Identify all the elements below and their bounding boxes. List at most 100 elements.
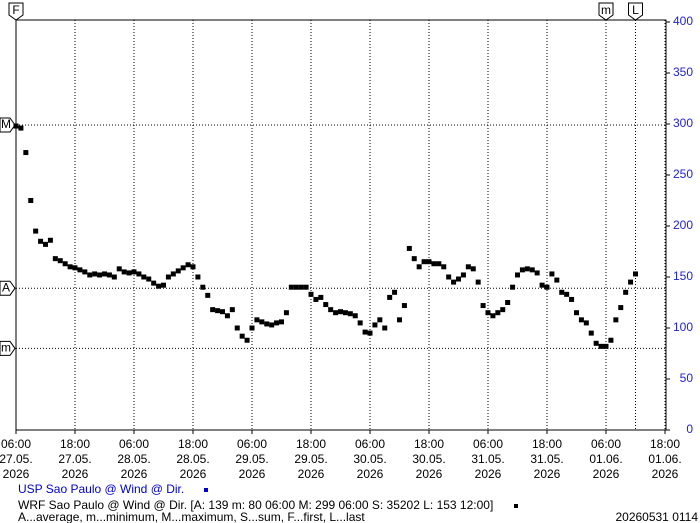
point <box>279 319 284 325</box>
point <box>352 313 358 319</box>
time-marker-tag <box>628 2 643 21</box>
plot-frame <box>15 19 667 431</box>
point <box>510 284 516 290</box>
y-tick-label: 300 <box>673 116 693 130</box>
stamp: 20260531 0114 <box>615 510 698 523</box>
point <box>33 228 39 234</box>
point <box>505 300 511 305</box>
point <box>613 317 619 323</box>
point <box>338 309 343 315</box>
x-tick-label: 2026 <box>62 467 89 481</box>
point <box>259 319 265 325</box>
x-tick-label: 2026 <box>121 467 148 481</box>
x-tick-label: 27.05. <box>58 452 91 466</box>
point <box>151 280 157 286</box>
x-tick-label: 2026 <box>593 467 620 481</box>
time-marker-label: F <box>12 3 19 17</box>
point <box>342 310 348 316</box>
point <box>38 238 44 244</box>
point <box>185 262 191 268</box>
point <box>515 272 520 278</box>
point <box>524 266 530 272</box>
point <box>549 271 555 277</box>
x-tick-label: 29.05. <box>235 452 268 466</box>
point <box>564 291 570 297</box>
y-tick-label: 250 <box>673 167 693 181</box>
point <box>397 317 402 323</box>
point <box>328 307 334 313</box>
point <box>161 282 166 288</box>
point <box>608 337 614 343</box>
reference-label: M <box>1 117 11 131</box>
point <box>111 274 117 280</box>
y-tick-label: 50 <box>680 371 694 385</box>
legend-swatch <box>204 488 208 492</box>
point <box>387 294 393 300</box>
point <box>254 317 260 323</box>
point <box>559 289 565 295</box>
point <box>146 276 152 282</box>
legend-text: WRF Sao Paulo @ Wind @ Dir. [A: 139 m: 8… <box>18 498 493 512</box>
time-marker-label: L <box>632 3 639 17</box>
point <box>382 325 388 331</box>
point <box>333 310 339 316</box>
point <box>47 237 53 243</box>
legend-swatch <box>514 504 518 508</box>
x-tick-label: 06:00 <box>1 437 31 451</box>
x-tick-label: 30.05. <box>412 452 445 466</box>
point <box>13 123 19 129</box>
point <box>628 279 634 285</box>
point <box>544 284 550 290</box>
y-tick-label: 150 <box>673 269 693 283</box>
point <box>298 284 304 290</box>
x-tick-label: 06:00 <box>473 437 503 451</box>
point <box>28 198 34 203</box>
point <box>323 302 329 308</box>
x-tick-label: 2026 <box>180 467 207 481</box>
x-tick-label: 2026 <box>534 467 561 481</box>
point <box>485 310 491 316</box>
point <box>539 282 545 288</box>
point <box>441 264 447 270</box>
point <box>136 271 142 277</box>
point <box>426 259 432 265</box>
point <box>574 310 579 316</box>
point <box>23 150 29 156</box>
point <box>362 329 368 335</box>
point <box>470 266 476 272</box>
point <box>603 343 609 349</box>
reference-tag <box>0 280 16 296</box>
point <box>456 276 461 282</box>
point <box>593 340 599 346</box>
x-tick-label: 28.05. <box>117 452 150 466</box>
point <box>18 125 24 131</box>
point <box>62 261 68 267</box>
x-tick-label: 18:00 <box>60 437 90 451</box>
point <box>106 272 112 278</box>
point <box>121 269 127 275</box>
x-tick-label: 18:00 <box>650 437 680 451</box>
point <box>618 305 624 311</box>
point <box>554 277 560 283</box>
point <box>131 269 137 275</box>
point <box>451 279 457 285</box>
point <box>210 307 216 313</box>
point <box>249 325 255 331</box>
point <box>318 294 324 300</box>
point <box>72 265 78 271</box>
point <box>274 320 280 326</box>
point <box>92 271 98 277</box>
point <box>170 271 176 277</box>
point <box>313 296 319 302</box>
point <box>200 284 206 290</box>
point <box>357 320 363 326</box>
point <box>87 272 93 278</box>
y-tick-label: 100 <box>673 320 693 334</box>
point <box>156 283 162 289</box>
point <box>633 271 638 277</box>
point <box>141 274 147 280</box>
point <box>195 274 201 280</box>
point <box>446 274 452 280</box>
point <box>372 322 378 328</box>
